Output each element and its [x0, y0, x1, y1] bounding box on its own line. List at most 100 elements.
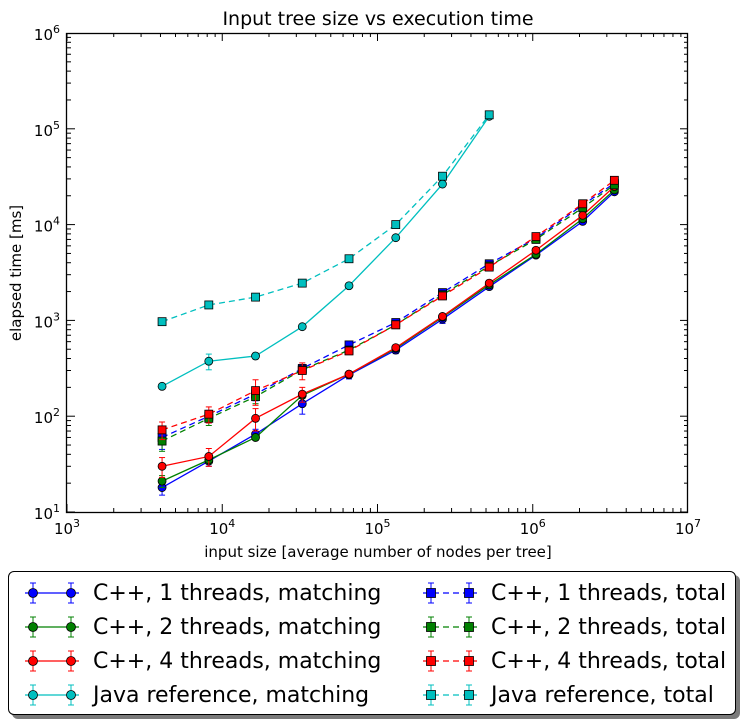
legend-swatch-marker: [426, 622, 436, 632]
legend-swatch-marker: [426, 656, 436, 666]
data-point: [204, 409, 214, 419]
legend-swatch-marker: [426, 690, 436, 700]
y-tick-label-exponent: 3: [53, 310, 60, 323]
data-point: [204, 356, 214, 366]
legend-swatch-marker: [464, 622, 474, 632]
data-point: [391, 320, 401, 330]
legend-label: C++, 2 threads, matching: [93, 614, 382, 640]
x-tick-label-exponent: 7: [694, 517, 701, 530]
series-line: [161, 184, 615, 442]
data-point: [204, 452, 214, 461]
y-tick-label-base: 10: [34, 122, 53, 140]
legend-swatch: [423, 616, 477, 638]
x-tick-label-exponent: 3: [73, 517, 80, 530]
series-line: [161, 182, 615, 439]
legend-swatch: [25, 684, 79, 706]
x-tick-label-exponent: 4: [228, 517, 235, 530]
data-point: [531, 245, 541, 255]
data-point: [157, 381, 167, 391]
y-tick-label: 104: [34, 215, 60, 236]
series-line: [161, 189, 615, 482]
x-tick-label: 104: [209, 517, 235, 538]
legend-swatch-marker: [426, 588, 436, 598]
data-point: [157, 317, 167, 327]
legend-swatch-marker: [28, 656, 38, 666]
legend-swatch: [25, 582, 79, 604]
legend-swatch-marker: [464, 690, 474, 700]
y-tick-label: 103: [34, 310, 60, 331]
data-point: [438, 312, 447, 321]
data-point: [344, 346, 354, 356]
y-tick-label-base: 10: [34, 218, 53, 236]
data-point: [251, 351, 260, 361]
legend-entry: C++, 1 threads, total: [421, 576, 726, 610]
legend-label: C++, 1 threads, matching: [93, 580, 382, 606]
data-point: [391, 220, 401, 230]
legend-swatch: [423, 582, 477, 604]
legend-label: Java reference, total: [491, 682, 714, 708]
data-point: [251, 413, 260, 423]
data-point: [531, 232, 541, 241]
legend-label: C++, 1 threads, total: [491, 580, 727, 606]
y-tick-label: 102: [34, 406, 60, 427]
data-point: [297, 389, 307, 399]
legend-label: C++, 4 threads, matching: [93, 648, 382, 674]
data-point: [344, 369, 354, 379]
data-point: [438, 179, 447, 189]
legend-entry: C++, 4 threads, matching: [23, 644, 381, 678]
data-point: [344, 281, 354, 291]
y-tick-label: 105: [34, 119, 60, 140]
y-tick-label-exponent: 6: [53, 23, 60, 36]
x-tick-label: 103: [54, 517, 80, 538]
legend-entry: C++, 2 threads, total: [421, 610, 726, 644]
series-line: [161, 114, 490, 323]
series-line: [161, 179, 615, 431]
y-tick-label-base: 10: [34, 313, 53, 331]
data-point: [204, 300, 214, 310]
legend-swatch-marker: [28, 690, 38, 700]
data-point: [484, 278, 494, 288]
data-point: [391, 233, 401, 243]
x-tick-label-base: 10: [520, 520, 539, 538]
x-tick-label-base: 10: [54, 520, 73, 538]
series-8: [157, 110, 494, 327]
chart: Input tree size vs execution time 103 104…: [7, 8, 701, 561]
y-tick-label-base: 10: [34, 26, 53, 44]
data-point: [157, 476, 167, 486]
data-point: [609, 175, 619, 185]
series-7: [157, 175, 619, 441]
data-point: [438, 171, 447, 181]
legend-swatch: [423, 684, 477, 706]
legend-swatch: [25, 616, 79, 638]
data-point: [251, 433, 260, 442]
plot-frame: [65, 32, 689, 514]
legend-label: Java reference, matching: [93, 682, 370, 708]
y-axis-label: elapsed time [ms]: [7, 205, 25, 341]
series-3: [157, 182, 619, 478]
legend-entry: C++, 4 threads, total: [421, 644, 726, 678]
series-5: [157, 178, 619, 450]
data-point: [297, 278, 307, 288]
x-tick-label-base: 10: [209, 520, 228, 538]
series-line: [161, 115, 490, 387]
series-6: [157, 180, 619, 452]
legend-label: C++, 2 threads, total: [491, 614, 727, 640]
data-point: [157, 461, 167, 471]
data-point: [578, 199, 588, 209]
y-tick-label-exponent: 5: [53, 119, 60, 132]
legend-swatch: [423, 650, 477, 672]
legend-swatch-marker: [66, 588, 76, 598]
legend-label: C++, 4 threads, total: [491, 648, 727, 674]
legend-swatch-marker: [66, 622, 76, 632]
x-axis-label: input size [average number of nodes per …: [204, 543, 552, 561]
chart-title: Input tree size vs execution time: [222, 8, 533, 30]
data-point: [251, 386, 260, 396]
data-point: [344, 254, 354, 264]
y-tick-label-exponent: 2: [53, 406, 60, 419]
legend-swatch-marker: [66, 690, 76, 700]
legend-entry: Java reference, matching: [23, 678, 369, 712]
y-tick-label-base: 10: [34, 409, 53, 427]
data-point: [438, 291, 447, 301]
x-tick-label: 106: [520, 517, 546, 538]
